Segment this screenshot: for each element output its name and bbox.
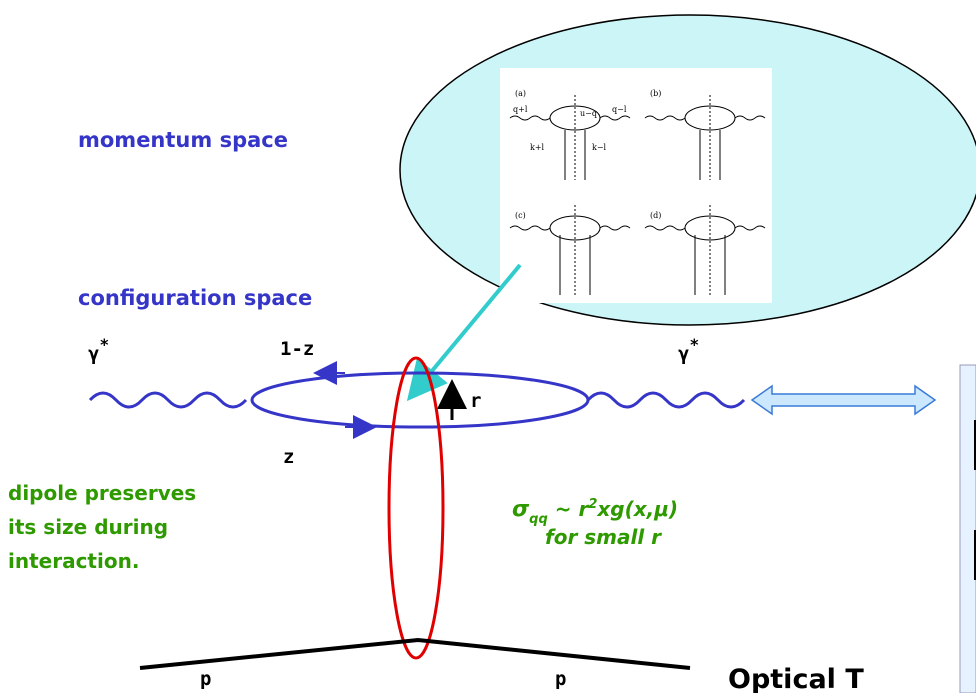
inset-image (500, 68, 772, 303)
optical-label: Optical T (728, 664, 864, 693)
momentum-label: k+l (530, 143, 545, 152)
side-panel (959, 364, 976, 693)
one-minus-z: 1-z (280, 338, 314, 360)
double-arrow (750, 384, 937, 416)
photon-right (586, 391, 746, 409)
panel-label: (b) (650, 89, 661, 98)
momentum-space: momentum space (78, 128, 288, 152)
r-label: r (470, 390, 481, 412)
p-right: p (555, 668, 566, 690)
momentum-label: u−q (580, 109, 597, 118)
target-ellipse (387, 356, 445, 660)
configuration-space: configuration space (78, 286, 312, 310)
proton-line (139, 637, 691, 670)
photon-left (88, 391, 248, 409)
panel-label: (d) (650, 211, 661, 220)
gamma-right: γ* (678, 335, 699, 365)
gamma-left: γ* (88, 335, 109, 365)
dipole-note: interaction. (8, 549, 139, 573)
cross-section: σqq ~ r2xg(x,μ) (512, 497, 678, 527)
panel-label: (a) (515, 89, 526, 98)
panel-label: (c) (515, 211, 526, 220)
dipole-note: dipole preserves (8, 481, 196, 505)
p-left: p (200, 668, 211, 690)
inset-diagrams (509, 95, 766, 295)
momentum-label: k−l (592, 143, 607, 152)
dipole-note: its size during (8, 515, 168, 539)
momentum-label: q+l (513, 105, 528, 114)
z-label: z (283, 446, 294, 468)
momentum-label: q−l (612, 105, 627, 114)
small-r: for small r (545, 525, 662, 549)
quark-loop (250, 371, 590, 429)
